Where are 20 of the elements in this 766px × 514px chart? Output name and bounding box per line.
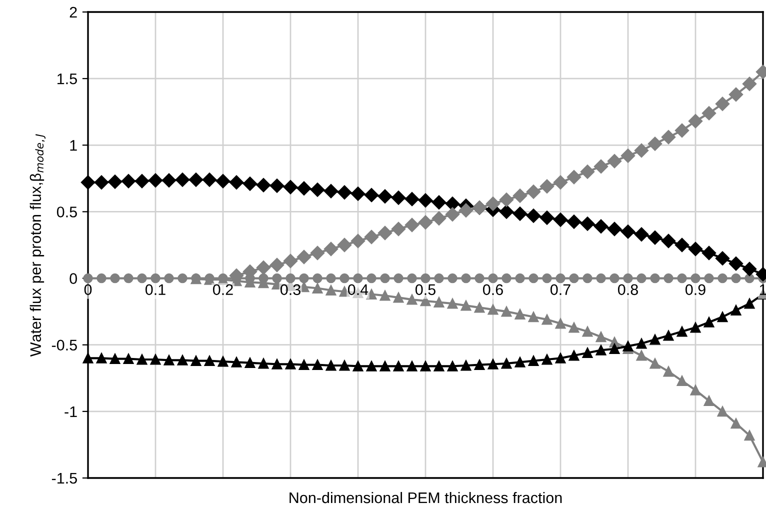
x-tick-label: 0.6	[482, 284, 503, 296]
x-axis-title: Non-dimensional PEM thickness fraction	[290, 492, 562, 504]
y-tick-label: 2	[70, 6, 77, 18]
y-axis-title: Water flux per proton flux,β$_{mode,J}$	[30, 134, 46, 357]
y-tick-label: -1.5	[52, 473, 77, 484]
x-tick-label: 0	[84, 284, 92, 296]
x-tick-label: 0.5	[415, 284, 436, 296]
x-tick-label: 0.3	[280, 284, 300, 296]
x-tick-label: 0.1	[145, 284, 166, 296]
y-tick-label: 0	[70, 273, 77, 284]
x-tick-label: 0.7	[550, 284, 570, 296]
y-tick-label: 1.5	[58, 74, 77, 84]
y-tick-label: -0.5	[52, 340, 77, 351]
x-tick-label: 0.2	[212, 284, 233, 296]
y-tick-label: 1	[70, 140, 77, 151]
y-tick-label: -1	[64, 406, 77, 417]
x-tick-label: 0.9	[685, 284, 706, 296]
y-tick-label: 0.5	[56, 206, 77, 218]
x-tick-label: 0.4	[348, 284, 368, 296]
x-tick-label: 0.8	[618, 284, 638, 296]
